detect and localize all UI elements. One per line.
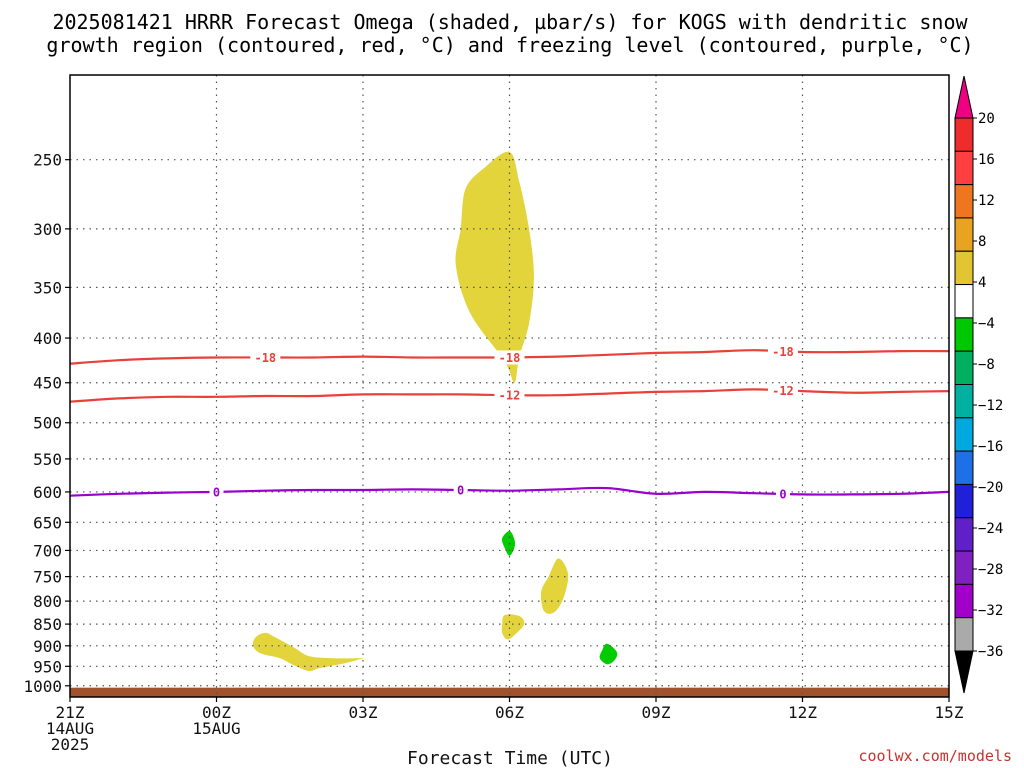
- y-tick-label-250: 250: [33, 151, 62, 170]
- dgz-contour-2-label-bg-2: [767, 383, 798, 398]
- dgz-contour-1-label-bg-2: [494, 350, 525, 365]
- colorbar-label-0: 20: [978, 111, 995, 127]
- freezing-level-contour-label-3: 0: [779, 487, 786, 501]
- colorbar-label-12: −32: [978, 603, 1003, 619]
- terrain-layer: [70, 687, 949, 697]
- omega-region-4-positive: [501, 614, 525, 640]
- y-tick-label-300: 300: [33, 220, 62, 239]
- colorbar-box-5: [954, 250, 974, 286]
- contour-layer: -18 -18 -18 -12 -12 0 0 0: [69, 344, 950, 501]
- colorbar-box-7: [954, 317, 974, 352]
- colorbar-box-8: [954, 350, 974, 385]
- y-tick-label-350: 350: [33, 278, 62, 297]
- y-tick-label-450: 450: [33, 374, 62, 393]
- dgz-contour-1-label-2: -18: [499, 351, 521, 365]
- x-tick-label-2-0: 03Z: [349, 703, 378, 722]
- dgz-contour-2-label-1: -12: [499, 389, 521, 403]
- y-tick-label-900: 900: [33, 637, 62, 656]
- colorbar-box-3: [954, 184, 974, 219]
- y-tick-label-400: 400: [33, 329, 62, 348]
- y-tick-label-550: 550: [33, 450, 62, 469]
- y-tick-label-850: 850: [33, 615, 62, 634]
- colorbar-label-9: −20: [978, 480, 1003, 496]
- colorbar-label-5: −4: [978, 316, 995, 332]
- colorbar-bottom-arrow: [954, 650, 974, 694]
- dgz-contour-1-label-1: -18: [254, 351, 276, 365]
- omega-region-5-negative: [502, 530, 515, 556]
- colorbar-box-1: [954, 117, 974, 152]
- x-tick-label-0-1: 14AUG: [46, 719, 94, 738]
- omega-shading-layer: [252, 151, 618, 672]
- colorbar: 20 16 12 8 4 −4 −8 −12 −16 −20 −24 −28 −32 −36: [954, 75, 1003, 694]
- terrain-fill: [70, 687, 949, 697]
- colorbar-label-11: −28: [978, 562, 1003, 578]
- colorbar-box-9: [954, 384, 974, 419]
- y-tick-label-800: 800: [33, 592, 62, 611]
- dgz-contour-1-label-bg-3: [767, 344, 798, 359]
- y-axis: 250 300 350 400 450 500 550 600 650 700 750 800 850 9…: [23, 151, 70, 696]
- colorbar-label-13: −36: [978, 644, 1003, 660]
- dgz-contour-1-label-bg-1: [250, 350, 281, 365]
- colorbar-box-15: [954, 583, 974, 619]
- colorbar-label-2: 12: [978, 193, 995, 209]
- dgz-contour-2-label-bg-1: [494, 388, 525, 403]
- colorbar-box-16: [954, 617, 974, 652]
- y-tick-label-950: 950: [33, 657, 62, 676]
- colorbar-label-1: 16: [978, 152, 995, 168]
- omega-region-3-positive: [540, 558, 569, 614]
- colorbar-box-2: [954, 150, 974, 186]
- colorbar-top-arrow: [954, 75, 974, 119]
- chart-title-line-2: growth region (contoured, red, °C) and f…: [46, 33, 973, 57]
- colorbar-label-8: −16: [978, 439, 1003, 455]
- x-tick-label-1-0: 00Z: [202, 703, 231, 722]
- x-tick-label-1-1: 15AUG: [192, 719, 240, 738]
- credit-text: coolwx.com/models: [858, 747, 1012, 765]
- y-tick-label-1000: 1000: [23, 677, 62, 696]
- omega-region-2-positive: [252, 632, 364, 672]
- omega-region-6-negative: [599, 643, 618, 665]
- x-tick-label-5-0: 12Z: [788, 703, 817, 722]
- y-tick-label-700: 700: [33, 541, 62, 560]
- colorbar-label-10: −24: [978, 521, 1003, 537]
- x-tick-label-0-0: 21Z: [56, 703, 85, 722]
- colorbar-label-6: −8: [978, 357, 995, 373]
- y-tick-label-600: 600: [33, 483, 62, 502]
- freezing-level-contour-label-bg-3: [775, 486, 790, 501]
- freezing-level-contour-label-1: 0: [213, 485, 220, 499]
- dgz-contour-1-label-3: -18: [772, 345, 794, 359]
- colorbar-box-4: [954, 217, 974, 252]
- chart-title-line-1: 2025081421 HRRR Forecast Omega (shaded, …: [52, 10, 968, 34]
- y-tick-label-750: 750: [33, 568, 62, 587]
- x-axis-label: Forecast Time (UTC): [407, 748, 613, 768]
- freezing-level-contour-label-bg-1: [209, 484, 224, 499]
- colorbar-label-7: −12: [978, 398, 1003, 414]
- dgz-contour-2-label-2: -12: [772, 384, 794, 398]
- omega-region-1-positive: [455, 151, 534, 383]
- freezing-level-contour-label-2: 0: [457, 484, 464, 498]
- x-tick-label-6-0: 15Z: [935, 703, 964, 722]
- y-tick-label-500: 500: [33, 414, 62, 433]
- colorbar-label-4: 4: [978, 275, 986, 291]
- colorbar-label-3: 8: [978, 234, 986, 250]
- x-tick-label-4-0: 09Z: [642, 703, 671, 722]
- x-tick-label-3-0: 06Z: [495, 703, 524, 722]
- colorbar-box-14: [954, 550, 974, 585]
- freezing-level-contour-label-bg-2: [453, 483, 468, 498]
- colorbar-box-10: [954, 417, 974, 452]
- colorbar-box-11: [954, 450, 974, 485]
- colorbar-box-13: [954, 517, 974, 552]
- colorbar-box-6: [954, 284, 974, 319]
- x-tick-label-0-2: 2025: [51, 735, 90, 754]
- y-tick-label-650: 650: [33, 513, 62, 532]
- colorbar-box-12: [954, 483, 974, 519]
